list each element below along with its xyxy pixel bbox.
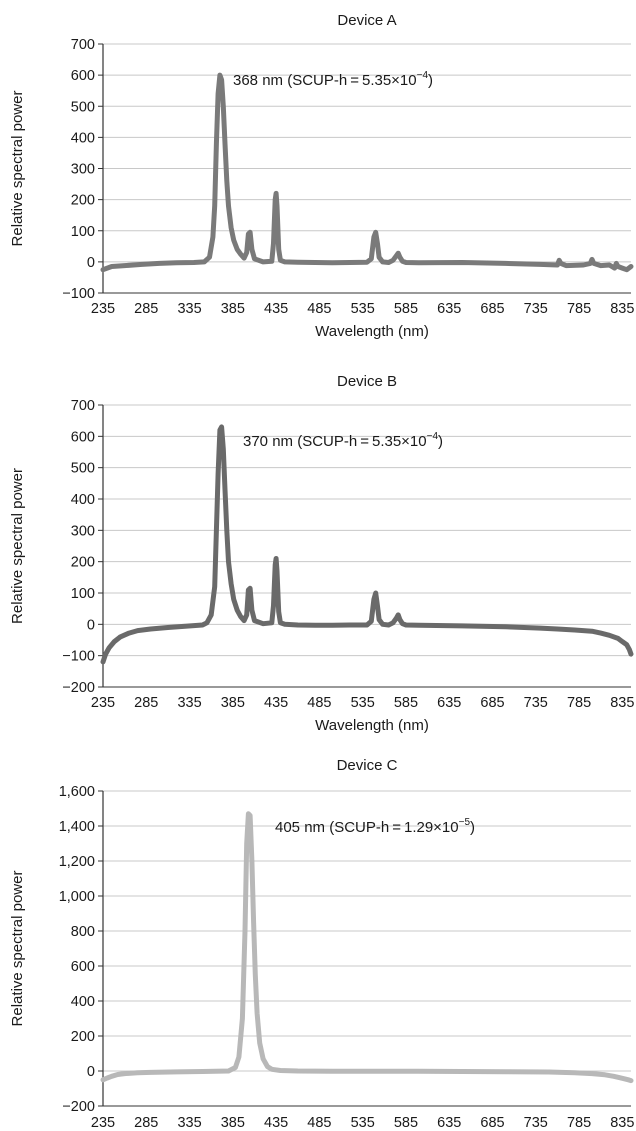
y-tick-label: −100 (62, 286, 95, 302)
y-axis-label: Relative spectral power (9, 91, 26, 247)
x-tick-label: 335 (177, 695, 201, 711)
x-tick-label: 585 (394, 301, 418, 317)
y-tick-label: −100 (62, 649, 95, 665)
y-tick-label: 1,200 (59, 854, 95, 870)
y-tick-label: 400 (71, 994, 95, 1010)
x-tick-label: 385 (221, 1115, 245, 1131)
x-tick-label: 535 (351, 301, 375, 317)
x-axis-label: Wavelength (nm) (315, 323, 429, 340)
chart-title: Device B (337, 373, 397, 390)
y-tick-label: 200 (71, 555, 95, 571)
spectrum-line (100, 424, 634, 665)
y-tick-label: 700 (71, 37, 95, 53)
y-tick-label: 0 (87, 617, 95, 633)
y-axis-label: Relative spectral power (9, 468, 26, 624)
peak-annotation-exponent: −4 (427, 431, 439, 442)
x-tick-label: 285 (134, 1115, 158, 1131)
x-tick-label: 685 (480, 1115, 504, 1131)
peak-annotation-close: ) (428, 72, 433, 89)
chart-2: Device C 1,600 1,400 1,200 1,000 800 600 400 200… (9, 757, 634, 1131)
y-tick-label: −200 (62, 680, 95, 696)
y-tick-label: 0 (87, 1064, 95, 1080)
y-tick-label: 500 (71, 461, 95, 477)
x-tick-label: 535 (351, 1115, 375, 1131)
peak-annotation-text: 368 nm (SCUP-h = 5.35×10 (233, 72, 417, 89)
chart-title: Device C (337, 757, 398, 774)
spectrum-line (100, 72, 634, 273)
chart-title: Device A (337, 12, 396, 29)
x-tick-label: 835 (610, 1115, 634, 1131)
x-tick-label: 785 (567, 301, 591, 317)
x-tick-label: 635 (437, 1115, 461, 1131)
x-tick-label: 735 (524, 695, 548, 711)
peak-annotation-exponent: −5 (459, 817, 471, 828)
x-tick-label: 785 (567, 695, 591, 711)
peak-annotation: 368 nm (SCUP-h = 5.35×10−4) (233, 70, 433, 89)
x-tick-label: 335 (177, 301, 201, 317)
y-tick-label: −200 (62, 1099, 95, 1115)
x-tick-label: 785 (567, 1115, 591, 1131)
x-tick-label: 285 (134, 695, 158, 711)
y-tick-label: 300 (71, 523, 95, 539)
x-tick-label: 285 (134, 301, 158, 317)
x-tick-label: 685 (480, 695, 504, 711)
y-tick-label: 100 (71, 586, 95, 602)
x-tick-label: 485 (307, 1115, 331, 1131)
y-tick-label: 500 (71, 99, 95, 115)
x-tick-label: 435 (264, 1115, 288, 1131)
y-tick-label: 600 (71, 959, 95, 975)
y-tick-label: 200 (71, 1029, 95, 1045)
x-tick-label: 735 (524, 1115, 548, 1131)
peak-annotation: 405 nm (SCUP-h = 1.29×10−5) (275, 817, 475, 836)
x-tick-label: 235 (91, 695, 115, 711)
y-tick-label: 600 (71, 68, 95, 84)
x-tick-label: 385 (221, 695, 245, 711)
x-tick-label: 535 (351, 695, 375, 711)
x-tick-label: 335 (177, 1115, 201, 1131)
x-tick-label: 685 (480, 301, 504, 317)
chart-1: Device B 700 600 500 400 300 200 100 0 −100 −20023… (9, 373, 634, 734)
x-tick-label: 585 (394, 695, 418, 711)
y-tick-label: 800 (71, 924, 95, 940)
y-tick-label: 0 (87, 255, 95, 271)
x-tick-label: 385 (221, 301, 245, 317)
y-tick-label: 1,000 (59, 889, 95, 905)
y-tick-label: 400 (71, 130, 95, 146)
y-tick-label: 200 (71, 193, 95, 209)
x-tick-label: 485 (307, 695, 331, 711)
y-tick-label: 1,600 (59, 784, 95, 800)
x-tick-label: 585 (394, 1115, 418, 1131)
peak-annotation-exponent: −4 (417, 70, 429, 81)
y-tick-label: 600 (71, 429, 95, 445)
y-tick-label: 100 (71, 224, 95, 240)
y-axis-label: Relative spectral power (9, 871, 26, 1027)
x-tick-label: 235 (91, 1115, 115, 1131)
y-tick-label: 300 (71, 162, 95, 178)
y-tick-label: 700 (71, 398, 95, 414)
peak-annotation: 370 nm (SCUP-h = 5.35×10−4) (243, 431, 443, 450)
y-tick-label: 400 (71, 492, 95, 508)
x-tick-label: 435 (264, 695, 288, 711)
x-tick-label: 735 (524, 301, 548, 317)
y-tick-label: 1,400 (59, 819, 95, 835)
peak-annotation-text: 405 nm (SCUP-h = 1.29×10 (275, 819, 459, 836)
x-tick-label: 485 (307, 301, 331, 317)
peak-annotation-close: ) (470, 819, 475, 836)
peak-annotation-close: ) (438, 433, 443, 450)
x-tick-label: 835 (610, 695, 634, 711)
x-tick-label: 435 (264, 301, 288, 317)
x-axis-label: Wavelength (nm) (315, 717, 429, 734)
x-tick-label: 235 (91, 301, 115, 317)
x-tick-label: 635 (437, 301, 461, 317)
x-tick-label: 835 (610, 301, 634, 317)
peak-annotation-text: 370 nm (SCUP-h = 5.35×10 (243, 433, 427, 450)
x-tick-label: 635 (437, 695, 461, 711)
spectrum-line (100, 811, 634, 1084)
